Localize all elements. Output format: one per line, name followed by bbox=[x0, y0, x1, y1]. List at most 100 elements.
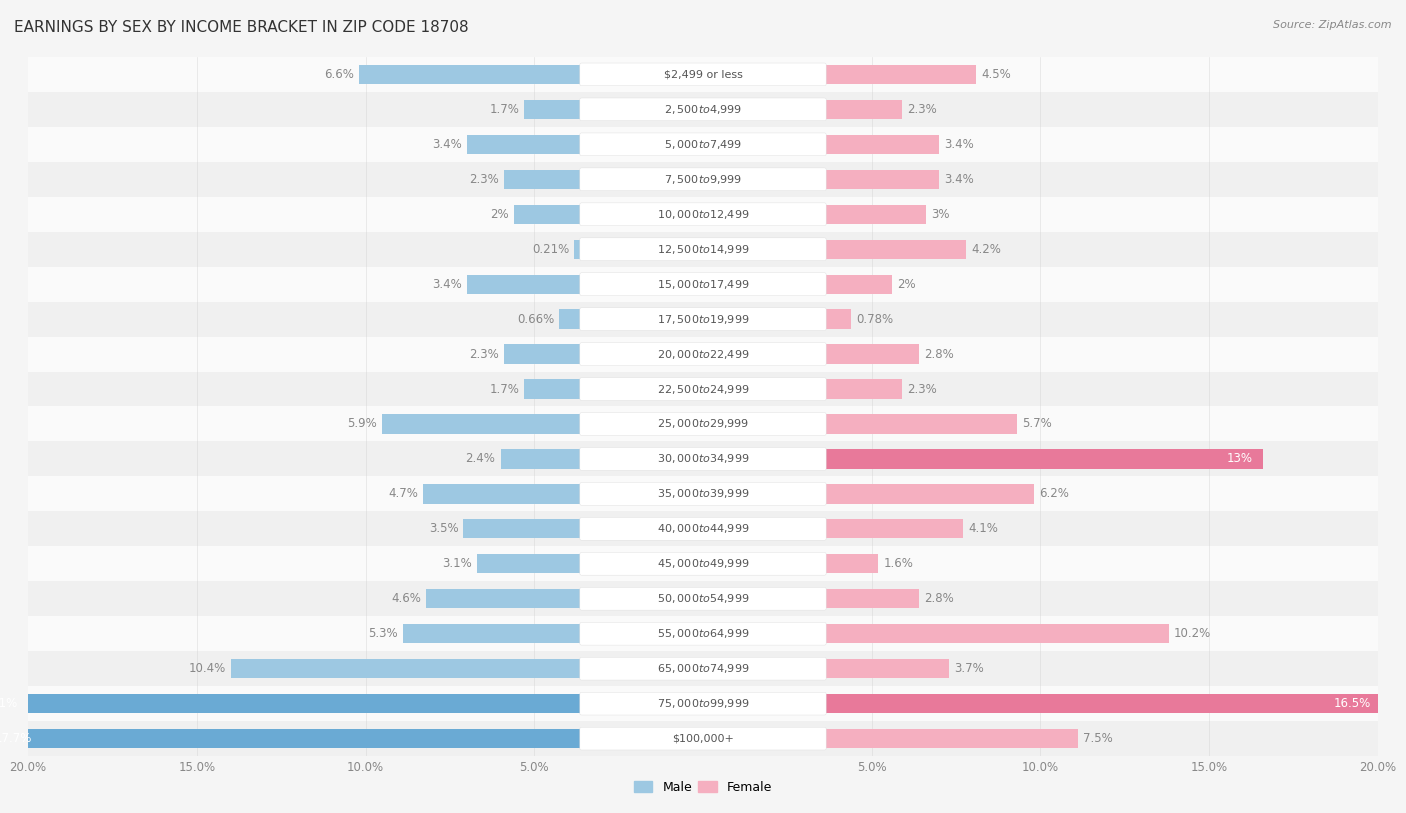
Text: 5.9%: 5.9% bbox=[347, 418, 377, 430]
Bar bbox=[501, 450, 582, 468]
Text: $2,499 or less: $2,499 or less bbox=[664, 69, 742, 80]
Bar bbox=[231, 659, 582, 678]
Bar bbox=[560, 310, 582, 328]
Bar bbox=[824, 485, 1033, 503]
Text: $100,000+: $100,000+ bbox=[672, 733, 734, 744]
Bar bbox=[824, 240, 966, 259]
Bar bbox=[824, 450, 1263, 468]
FancyBboxPatch shape bbox=[28, 302, 1378, 337]
Text: 2.3%: 2.3% bbox=[907, 103, 936, 115]
Text: $35,000 to $39,999: $35,000 to $39,999 bbox=[657, 488, 749, 500]
Text: 3.4%: 3.4% bbox=[945, 173, 974, 185]
FancyBboxPatch shape bbox=[28, 581, 1378, 616]
Text: 3.4%: 3.4% bbox=[945, 138, 974, 150]
Text: 2.4%: 2.4% bbox=[465, 453, 495, 465]
Text: 1.7%: 1.7% bbox=[489, 383, 519, 395]
Text: 10.2%: 10.2% bbox=[1174, 628, 1211, 640]
FancyBboxPatch shape bbox=[579, 98, 827, 120]
Text: 6.6%: 6.6% bbox=[323, 68, 354, 80]
FancyBboxPatch shape bbox=[579, 63, 827, 85]
Text: 3.1%: 3.1% bbox=[441, 558, 472, 570]
Bar bbox=[824, 100, 903, 119]
Bar bbox=[503, 345, 582, 363]
Text: $7,500 to $9,999: $7,500 to $9,999 bbox=[664, 173, 742, 185]
Text: 10.4%: 10.4% bbox=[188, 663, 225, 675]
Bar bbox=[824, 729, 1077, 748]
Bar bbox=[359, 65, 582, 84]
Text: 0.66%: 0.66% bbox=[517, 313, 554, 325]
Text: $2,500 to $4,999: $2,500 to $4,999 bbox=[664, 103, 742, 115]
FancyBboxPatch shape bbox=[28, 372, 1378, 406]
FancyBboxPatch shape bbox=[28, 337, 1378, 372]
Text: 2.8%: 2.8% bbox=[924, 348, 953, 360]
Bar bbox=[464, 520, 582, 538]
Text: Source: ZipAtlas.com: Source: ZipAtlas.com bbox=[1274, 20, 1392, 30]
FancyBboxPatch shape bbox=[579, 273, 827, 295]
Text: $55,000 to $64,999: $55,000 to $64,999 bbox=[657, 628, 749, 640]
Text: 5.3%: 5.3% bbox=[368, 628, 398, 640]
Text: 2.3%: 2.3% bbox=[470, 173, 499, 185]
FancyBboxPatch shape bbox=[579, 448, 827, 470]
Bar bbox=[824, 205, 925, 224]
Bar bbox=[824, 659, 949, 678]
Bar bbox=[423, 485, 582, 503]
Bar bbox=[824, 65, 976, 84]
Text: $25,000 to $29,999: $25,000 to $29,999 bbox=[657, 418, 749, 430]
Text: 2%: 2% bbox=[897, 278, 915, 290]
FancyBboxPatch shape bbox=[579, 588, 827, 610]
Text: $75,000 to $99,999: $75,000 to $99,999 bbox=[657, 698, 749, 710]
Bar bbox=[0, 729, 582, 748]
Text: $15,000 to $17,499: $15,000 to $17,499 bbox=[657, 278, 749, 290]
Bar bbox=[467, 135, 582, 154]
Text: 4.7%: 4.7% bbox=[388, 488, 418, 500]
FancyBboxPatch shape bbox=[28, 57, 1378, 92]
FancyBboxPatch shape bbox=[579, 413, 827, 435]
FancyBboxPatch shape bbox=[28, 616, 1378, 651]
Text: 16.5%: 16.5% bbox=[1334, 698, 1371, 710]
Text: 13%: 13% bbox=[1227, 453, 1253, 465]
FancyBboxPatch shape bbox=[28, 162, 1378, 197]
Text: 2.8%: 2.8% bbox=[924, 593, 953, 605]
FancyBboxPatch shape bbox=[579, 168, 827, 190]
FancyBboxPatch shape bbox=[579, 238, 827, 260]
Bar bbox=[503, 170, 582, 189]
Bar bbox=[824, 380, 903, 398]
Text: $50,000 to $54,999: $50,000 to $54,999 bbox=[657, 593, 749, 605]
Bar bbox=[524, 380, 582, 398]
FancyBboxPatch shape bbox=[28, 721, 1378, 756]
Text: 0.78%: 0.78% bbox=[856, 313, 893, 325]
Text: 0.21%: 0.21% bbox=[531, 243, 569, 255]
Bar bbox=[824, 135, 939, 154]
FancyBboxPatch shape bbox=[28, 686, 1378, 721]
Text: $22,500 to $24,999: $22,500 to $24,999 bbox=[657, 383, 749, 395]
FancyBboxPatch shape bbox=[579, 518, 827, 540]
Text: EARNINGS BY SEX BY INCOME BRACKET IN ZIP CODE 18708: EARNINGS BY SEX BY INCOME BRACKET IN ZIP… bbox=[14, 20, 468, 35]
Bar bbox=[426, 589, 582, 608]
Text: $17,500 to $19,999: $17,500 to $19,999 bbox=[657, 313, 749, 325]
Bar bbox=[824, 275, 891, 293]
Text: 2.3%: 2.3% bbox=[907, 383, 936, 395]
Text: 2%: 2% bbox=[491, 208, 509, 220]
Text: $40,000 to $44,999: $40,000 to $44,999 bbox=[657, 523, 749, 535]
FancyBboxPatch shape bbox=[28, 651, 1378, 686]
Text: 3%: 3% bbox=[931, 208, 949, 220]
FancyBboxPatch shape bbox=[28, 267, 1378, 302]
Bar bbox=[402, 624, 582, 643]
Bar bbox=[824, 624, 1168, 643]
FancyBboxPatch shape bbox=[579, 658, 827, 680]
Bar bbox=[0, 694, 582, 713]
Text: $20,000 to $22,499: $20,000 to $22,499 bbox=[657, 348, 749, 360]
FancyBboxPatch shape bbox=[579, 343, 827, 365]
Text: 4.2%: 4.2% bbox=[972, 243, 1001, 255]
Bar bbox=[524, 100, 582, 119]
Text: 18.1%: 18.1% bbox=[0, 698, 18, 710]
FancyBboxPatch shape bbox=[579, 308, 827, 330]
Bar bbox=[515, 205, 582, 224]
Text: 3.4%: 3.4% bbox=[432, 278, 461, 290]
FancyBboxPatch shape bbox=[579, 728, 827, 750]
Text: 3.7%: 3.7% bbox=[955, 663, 984, 675]
FancyBboxPatch shape bbox=[579, 133, 827, 155]
Bar bbox=[824, 589, 920, 608]
Text: $12,500 to $14,999: $12,500 to $14,999 bbox=[657, 243, 749, 255]
FancyBboxPatch shape bbox=[579, 483, 827, 505]
